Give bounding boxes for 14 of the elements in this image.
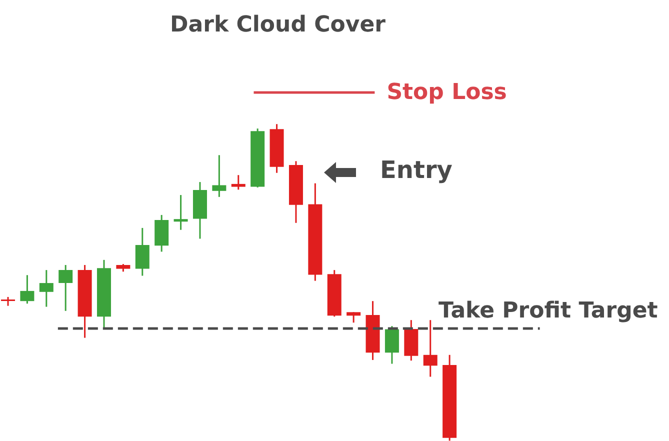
ref-line-label: Stop Loss <box>386 80 507 105</box>
candlestick <box>20 274 34 304</box>
candlestick <box>135 227 150 277</box>
ref-line-label: Take Profit Target <box>438 298 658 324</box>
candlestick <box>39 269 54 308</box>
chart-title: Dark Cloud Cover <box>170 12 386 38</box>
candlestick <box>212 154 226 198</box>
candlestick <box>231 174 246 190</box>
candlestick <box>58 264 73 312</box>
annotation: Entry <box>380 156 453 184</box>
candlestick <box>384 325 399 365</box>
candlestick <box>423 319 438 378</box>
candlestick <box>346 311 361 324</box>
candlestick <box>174 194 188 231</box>
